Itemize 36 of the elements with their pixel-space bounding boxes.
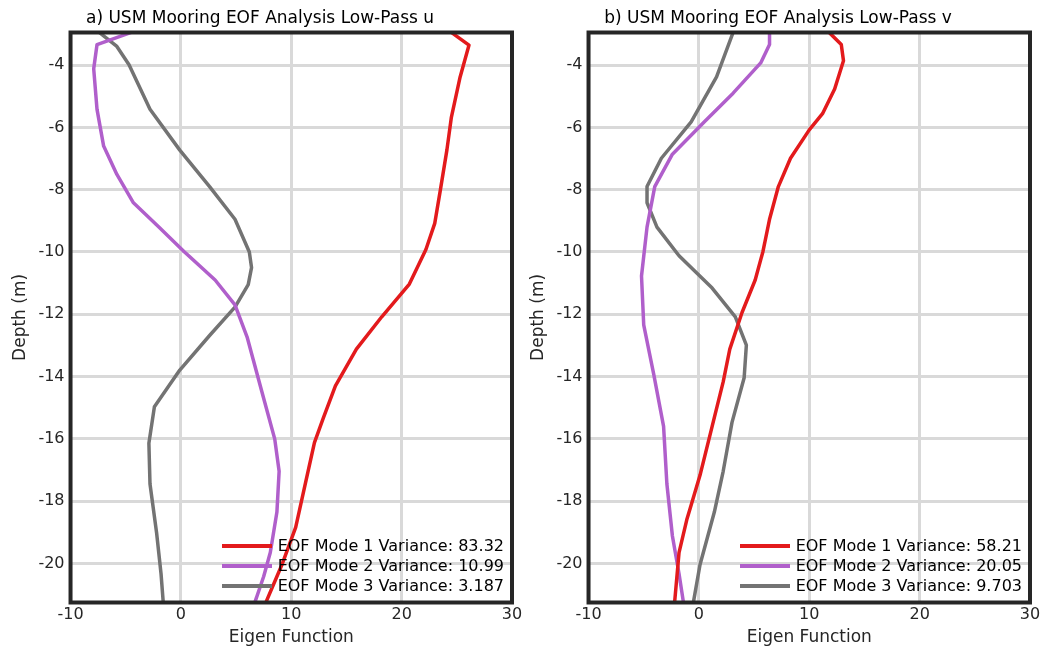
legend-label: EOF Mode 2 Variance: 20.05 xyxy=(795,556,1022,577)
y-axis-title: Depth (m) xyxy=(8,273,29,361)
x-axis-title: Eigen Function xyxy=(746,626,872,647)
y-tick-label: -16 xyxy=(556,428,583,448)
y-tick-label: -4 xyxy=(566,54,583,74)
y-tick-label: -18 xyxy=(38,490,65,510)
y-tick-label: -20 xyxy=(38,552,65,572)
y-tick-label: -14 xyxy=(38,365,65,385)
y-tick-label: -8 xyxy=(48,178,65,198)
x-tick-label: 10 xyxy=(281,604,302,624)
chart-title: a) USM Mooring EOF Analysis Low-Pass u xyxy=(85,6,435,27)
x-tick-label: 30 xyxy=(501,604,523,624)
x-tick-label: 0 xyxy=(175,604,186,624)
y-tick-label: -20 xyxy=(556,552,583,572)
y-tick-label: -10 xyxy=(556,241,583,261)
chart-title: b) USM Mooring EOF Analysis Low-Pass v xyxy=(604,6,952,27)
y-tick-label: -16 xyxy=(38,428,65,448)
y-tick-label: -12 xyxy=(556,303,583,323)
x-tick-label: 20 xyxy=(909,604,930,624)
x-tick-label: 10 xyxy=(799,604,820,624)
legend-label: EOF Mode 3 Variance: 3.187 xyxy=(277,576,504,597)
y-tick-label: -12 xyxy=(38,303,65,323)
y-tick-label: -18 xyxy=(556,490,583,510)
y-tick-label: -6 xyxy=(48,116,65,136)
x-tick-label: 0 xyxy=(693,604,704,624)
legend-label: EOF Mode 3 Variance: 9.703 xyxy=(795,576,1022,597)
x-tick-label: 30 xyxy=(1019,604,1041,624)
y-tick-label: -10 xyxy=(38,241,65,261)
x-tick-label: 20 xyxy=(391,604,412,624)
x-axis-title: Eigen Function xyxy=(228,626,354,647)
y-tick-label: -8 xyxy=(566,178,583,198)
y-tick-label: -14 xyxy=(556,365,583,385)
y-tick-label: -4 xyxy=(48,54,65,74)
legend-label: EOF Mode 1 Variance: 58.21 xyxy=(795,536,1022,557)
y-tick-label: -6 xyxy=(566,116,583,136)
y-axis-title: Depth (m) xyxy=(526,273,547,361)
